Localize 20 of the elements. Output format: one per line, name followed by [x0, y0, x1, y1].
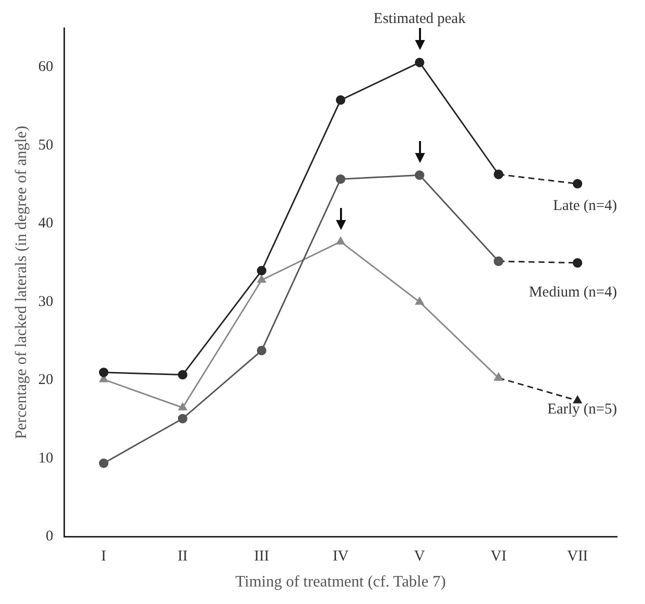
x-tick-label: V [414, 548, 426, 565]
y-tick-label: 10 [38, 450, 54, 466]
y-tick-label: 0 [46, 528, 54, 545]
y-axis-title: Percentage of lacked laterals (in degree of angle) [12, 126, 30, 439]
x-tick-label: III [254, 548, 270, 565]
y-tick-label: 20 [38, 372, 54, 388]
y-tick-label: 60 [38, 59, 54, 76]
text: Early (n=5) [547, 401, 617, 418]
x-tick-label: VI [490, 548, 506, 565]
text: Medium (n=4) [528, 284, 618, 301]
text: Late (n=4) [553, 198, 617, 214]
y-tick-label: 50 [38, 137, 54, 154]
text: Estimated peak [374, 10, 466, 27]
x-tick-label: I [101, 548, 106, 565]
x-tick-label: IV [332, 548, 349, 565]
x-tick-label: II [178, 548, 188, 565]
x-tick-label: VII [567, 548, 588, 565]
x-axis-title: Timing of treatment (cf. Table 7) [235, 574, 446, 591]
y-tick-label: 40 [38, 216, 54, 232]
y-tick-label: 30 [38, 294, 54, 310]
